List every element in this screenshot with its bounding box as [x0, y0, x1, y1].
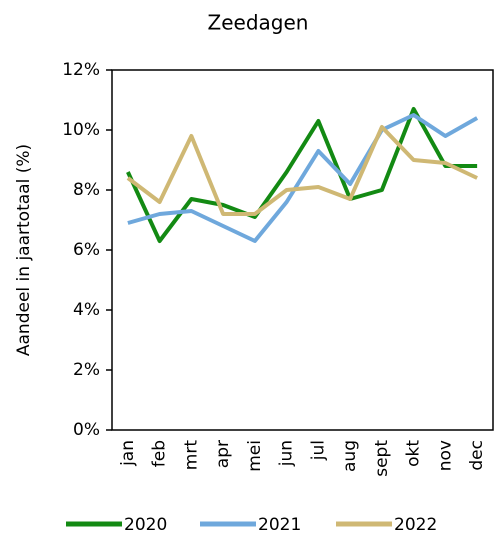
- series-line: [127, 113, 479, 243]
- y-tick-label: 12%: [62, 60, 100, 80]
- x-tick-label: dec: [467, 440, 487, 471]
- y-tick-label: 6%: [73, 240, 100, 260]
- x-tick-label: apr: [213, 440, 233, 468]
- y-tick-label: 10%: [62, 120, 100, 140]
- x-tick-label: feb: [150, 440, 170, 467]
- x-tick-label: mrt: [181, 440, 201, 471]
- legend-label: 2021: [258, 515, 301, 535]
- x-tick-label: mei: [245, 440, 265, 472]
- legend-label: 2020: [124, 515, 167, 535]
- y-tick-label: 4%: [73, 300, 100, 320]
- y-tick-label: 2%: [73, 360, 100, 380]
- chart-title: Zeedagen: [208, 11, 309, 35]
- x-tick-label: jul: [308, 440, 328, 461]
- legend-label: 2022: [394, 515, 437, 535]
- y-axis-label: Aandeel in jaartotaal (%): [14, 144, 34, 356]
- x-tick-label: okt: [404, 440, 424, 467]
- plot-frame: [111, 69, 494, 431]
- x-tick-label: nov: [435, 440, 455, 471]
- x-tick-label: aug: [340, 440, 360, 472]
- series-line: [126, 125, 478, 216]
- x-tick-label: jan: [118, 440, 138, 467]
- x-tick-label: sept: [372, 440, 392, 477]
- y-tick-label: 8%: [73, 180, 100, 200]
- x-tick-label: jun: [277, 440, 297, 467]
- y-tick-label: 0%: [73, 420, 100, 440]
